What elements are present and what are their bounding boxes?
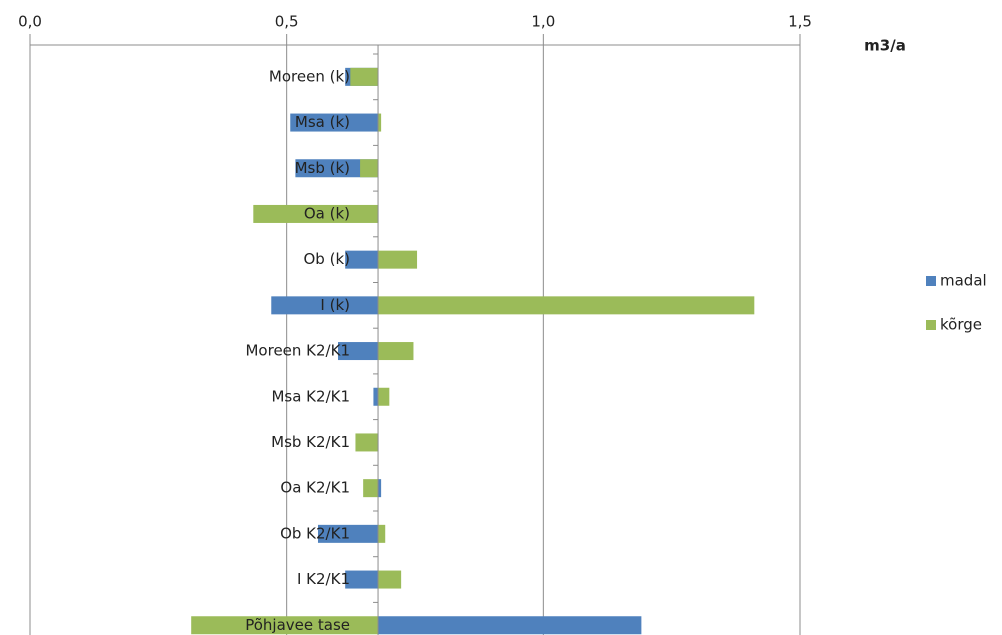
bar — [345, 570, 379, 589]
bar — [295, 159, 379, 178]
y-tick-label: I K2/K1 — [297, 570, 350, 588]
y-tick-label: Moreen (k) — [269, 67, 350, 85]
bar — [345, 250, 379, 269]
bar — [191, 616, 379, 635]
y-tick-label: Msb K2/K1 — [271, 433, 350, 451]
legend-swatch — [926, 276, 936, 286]
y-tick-label: Msb (k) — [295, 159, 350, 177]
bar — [378, 616, 642, 635]
y-tick-label: Oa K2/K1 — [280, 479, 350, 497]
bar — [338, 342, 379, 361]
x-tick-label: 1,0 — [531, 13, 555, 31]
bar — [378, 113, 382, 132]
bar — [350, 67, 379, 86]
x-tick-label: 0,0 — [18, 13, 42, 31]
y-tick-label: Msa (k) — [295, 113, 350, 131]
bar — [271, 296, 379, 315]
bar — [378, 524, 386, 543]
x-tick-label: 0,5 — [275, 13, 299, 31]
legend-swatch — [926, 320, 936, 330]
bar — [317, 524, 379, 543]
bar — [378, 387, 390, 406]
y-tick-label: Põhjavee tase — [245, 616, 350, 634]
bar — [378, 250, 418, 269]
y-tick-label: Ob (k) — [304, 250, 351, 268]
bar — [378, 342, 414, 361]
y-tick-label: I (k) — [320, 296, 350, 314]
y-tick-label: Moreen K2/K1 — [245, 342, 350, 360]
bar — [355, 433, 379, 452]
x-tick-label: 1,5 — [788, 13, 812, 31]
bar — [378, 479, 382, 498]
y-tick-label: Msa K2/K1 — [271, 387, 350, 405]
bar — [373, 387, 379, 406]
bar — [378, 296, 755, 315]
y-tick-label: Ob K2/K1 — [280, 524, 350, 542]
legend-label: madal — [940, 272, 987, 290]
y-tick-label: Oa (k) — [304, 204, 350, 222]
bar — [253, 204, 379, 223]
bar — [290, 113, 379, 132]
unit-label: m3/a — [864, 37, 906, 55]
bar — [363, 479, 379, 498]
legend-label: kõrge — [940, 316, 982, 334]
bar — [378, 570, 402, 589]
bar — [360, 159, 379, 178]
